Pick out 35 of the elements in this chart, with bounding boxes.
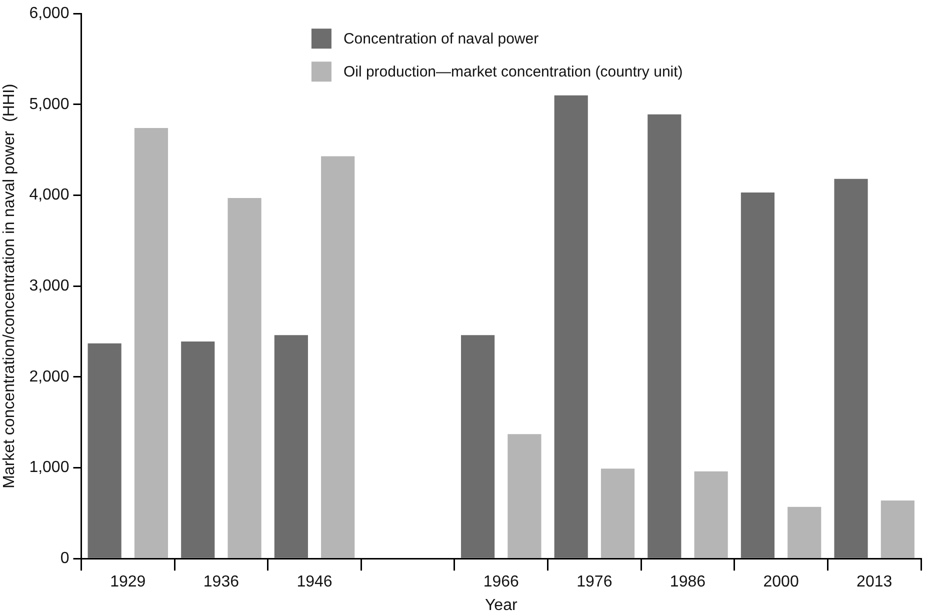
y-tick-label: 5,000 [29,96,70,113]
x-tick-label: 1986 [670,574,706,591]
bar [554,95,588,558]
bar [88,343,122,558]
x-axis-title: Year [484,596,518,614]
bar [321,156,355,558]
bar [694,471,728,558]
y-tick-label: 2,000 [29,368,70,386]
bar [834,178,868,558]
bar [880,500,914,558]
bar [134,128,168,558]
x-tick-label: 1936 [203,574,240,591]
x-tick-label: 2000 [763,574,799,591]
x-tick-label: 1929 [110,574,146,591]
y-tick-label: 4,000 [29,186,70,204]
bar [600,468,635,558]
bar [181,342,215,558]
y-tick-label: 6,000 [29,5,70,22]
y-tick-label: 0 [60,550,70,568]
bar [740,192,775,558]
x-tick-label: 1946 [296,574,332,591]
x-tick-label: 1966 [483,574,520,591]
bar [788,506,822,558]
y-tick-label: 3,000 [29,278,70,295]
x-tick-label: 2013 [856,574,892,591]
bar [274,335,308,558]
bar [508,434,542,558]
bar [648,114,682,558]
x-tick-label: 1976 [576,574,612,591]
bar [461,335,495,558]
bar [228,198,262,558]
legend-label: Concentration of naval power [343,30,539,48]
y-axis-title: Market concentration/concentration in naval power (HHI) [1,84,18,488]
legend-label: Oil production—market concentration (country unit) [343,64,683,81]
y-tick-label: 1,000 [29,459,70,476]
